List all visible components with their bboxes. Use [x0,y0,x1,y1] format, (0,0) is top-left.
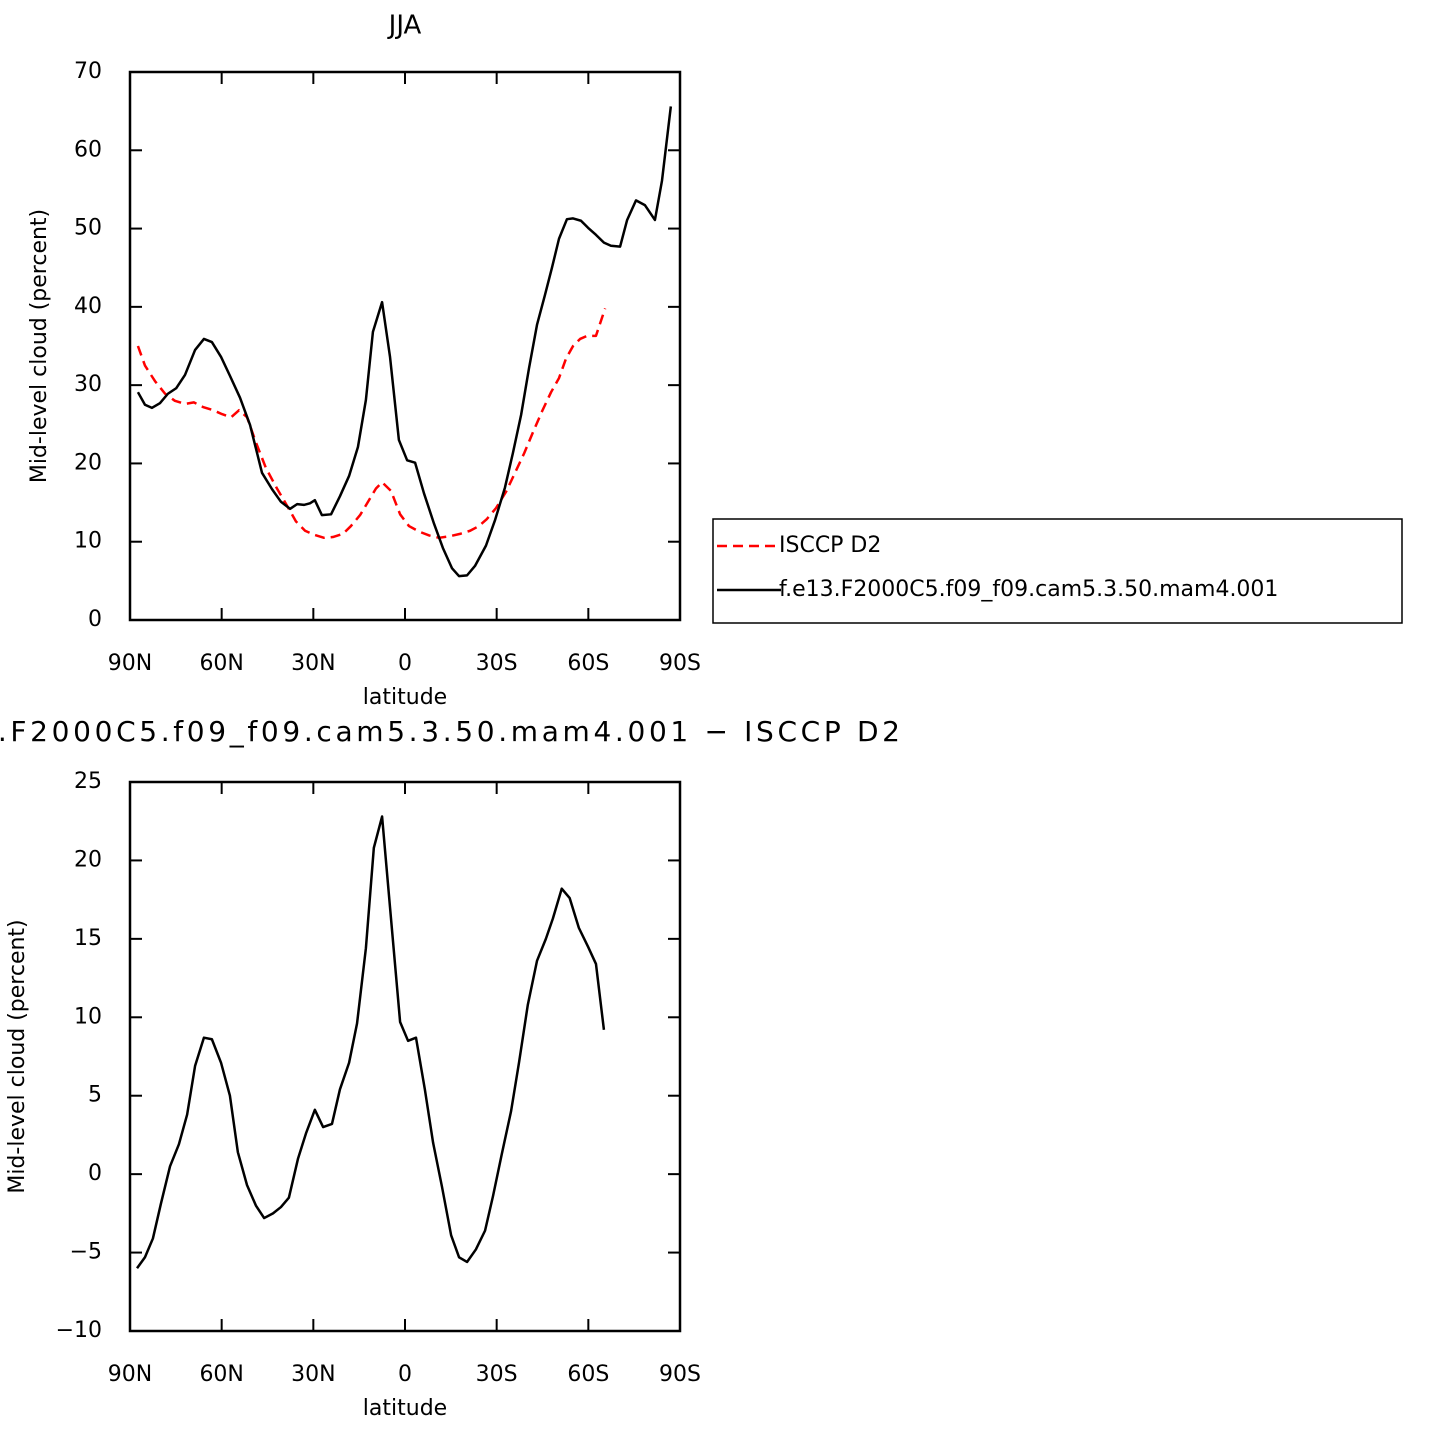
plot-frame [128,70,682,622]
y-tick-label: 10 [74,529,102,554]
y-axis-label: Mid-level cloud (percent) [27,209,52,483]
x-tick-label: 90S [659,1362,701,1387]
y-tick-label: 70 [74,59,102,84]
x-tick-label: 90S [659,651,701,676]
x-tick-label: 60S [567,651,609,676]
x-tick-label: 90N [108,1362,152,1387]
chart-title: f.e13.F2000C5.f09_f09.cam5.3.50.mam4.001… [0,715,900,748]
y-axis-label: Mid-level cloud (percent) [5,919,30,1193]
series-line [136,106,673,578]
y-tick-label: 5 [88,1083,102,1108]
series-line [136,815,606,1269]
x-tick-label: 0 [398,1362,412,1387]
x-tick-label: 90N [108,651,152,676]
legend-label: f.e13.F2000C5.f09_f09.cam5.3.50.mam4.001 [779,577,1278,602]
legend-label: ISCCP D2 [779,533,881,558]
y-tick-label: 25 [74,769,102,794]
y-tick-label: −5 [70,1240,102,1265]
x-tick-label: 0 [398,651,412,676]
chart-title: JJA [387,11,422,41]
y-tick-label: 50 [74,216,102,241]
y-tick-label: 10 [74,1004,102,1029]
x-tick-label: 30S [476,1362,518,1387]
x-tick-label: 30S [476,651,518,676]
x-tick-label: 30N [291,651,335,676]
y-tick-label: 15 [74,926,102,951]
x-axis-label: latitude [363,1396,447,1421]
x-tick-label: 60N [199,1362,243,1387]
series-line [136,308,607,540]
y-tick-label: 20 [74,847,102,872]
legend-box [712,518,1403,624]
y-tick-label: 0 [88,1161,102,1186]
x-tick-label: 60N [199,651,243,676]
y-tick-label: 60 [74,137,102,162]
x-axis-label: latitude [363,685,447,710]
y-tick-label: 40 [74,294,102,319]
plot-frame [128,780,682,1333]
x-tick-label: 60S [567,1362,609,1387]
y-tick-label: 30 [74,372,102,397]
y-tick-label: 0 [88,607,102,632]
x-tick-label: 30N [291,1362,335,1387]
y-tick-label: −10 [56,1318,102,1343]
y-tick-label: 20 [74,450,102,475]
